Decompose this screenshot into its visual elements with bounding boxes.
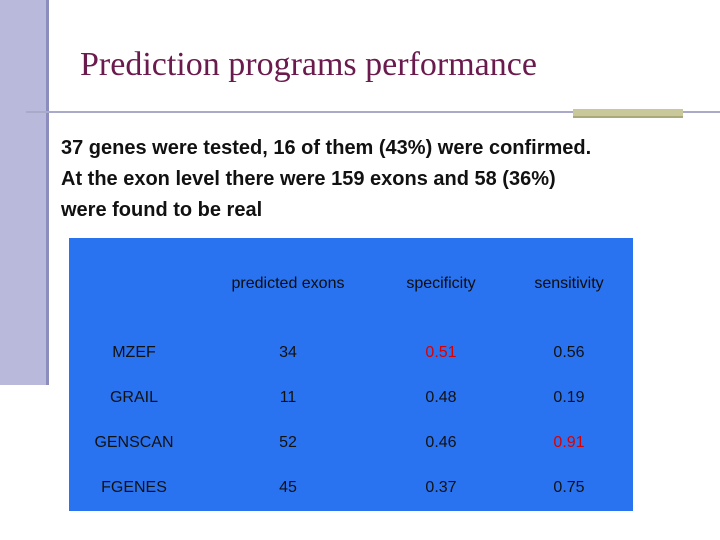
table-cell: 0.37 bbox=[425, 478, 457, 496]
accent-bar bbox=[573, 109, 683, 118]
table-cell-highlighted: 0.51 bbox=[425, 343, 457, 361]
table-row: GENSCAN 52 0.46 0.91 bbox=[69, 420, 633, 465]
slide-title: Prediction programs performance bbox=[80, 46, 537, 83]
table-cell: 0.75 bbox=[553, 478, 585, 496]
body-line: were found to be real bbox=[61, 199, 263, 221]
table-cell: 0.48 bbox=[425, 388, 457, 406]
program-name: MZEF bbox=[112, 343, 156, 361]
table-cell: 11 bbox=[279, 388, 297, 406]
header-cell bbox=[69, 238, 199, 330]
table-row: FGENES 45 0.37 0.75 bbox=[69, 465, 633, 510]
title-divider bbox=[26, 111, 720, 113]
table-cell: 45 bbox=[279, 478, 297, 496]
program-name: GENSCAN bbox=[94, 433, 174, 451]
table-cell: 0.46 bbox=[425, 433, 457, 451]
table-cell-highlighted: 0.91 bbox=[553, 433, 585, 451]
header-cell: specificity bbox=[406, 275, 476, 292]
body-line: 37 genes were tested, 16 of them (43%) w… bbox=[61, 137, 592, 159]
left-decor-bar bbox=[0, 0, 49, 385]
header-cell: sensitivity bbox=[534, 275, 604, 292]
table-cell: 0.56 bbox=[553, 343, 585, 361]
program-name: GRAIL bbox=[109, 388, 158, 406]
header-cell: predicted exons bbox=[231, 275, 345, 292]
slide-body: 37 genes were tested, 16 of them (43%) w… bbox=[61, 133, 716, 226]
table-row: GRAIL 11 0.48 0.19 bbox=[69, 375, 633, 420]
program-name: FGENES bbox=[101, 478, 167, 496]
performance-table: predicted exons specificity sensitivity … bbox=[69, 238, 633, 510]
table-cell: 52 bbox=[279, 433, 297, 451]
table-header-row: predicted exons specificity sensitivity bbox=[69, 238, 633, 330]
table-cell: 34 bbox=[279, 343, 297, 361]
performance-table-panel: predicted exons specificity sensitivity … bbox=[69, 238, 633, 511]
table-row: MZEF 34 0.51 0.56 bbox=[69, 330, 633, 375]
body-line: At the exon level there were 159 exons a… bbox=[61, 168, 556, 190]
table-cell: 0.19 bbox=[553, 388, 585, 406]
